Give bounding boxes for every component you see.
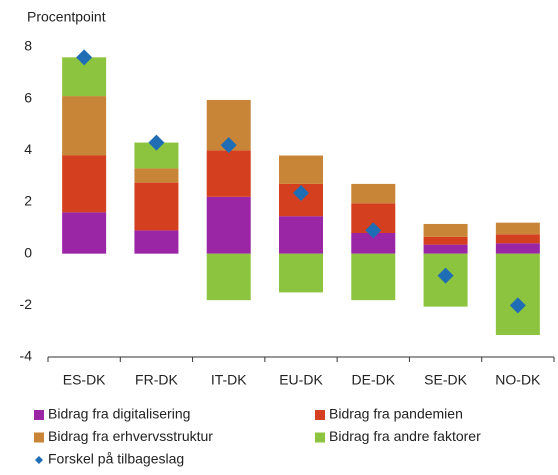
y-tick-label: 8 xyxy=(24,38,32,54)
x-tick-label: FR-DK xyxy=(135,372,178,388)
bar-segment xyxy=(279,216,323,254)
marker xyxy=(293,184,309,201)
bar-segment xyxy=(423,223,468,237)
bar-segment xyxy=(134,230,179,254)
y-tick-label: 4 xyxy=(24,141,32,157)
bar-segment xyxy=(351,233,396,254)
marker xyxy=(220,137,237,154)
bar-segment xyxy=(495,253,540,336)
marker xyxy=(148,134,165,151)
y-tick-label: -4 xyxy=(20,348,33,364)
bar-segment xyxy=(206,150,251,197)
marker xyxy=(76,49,93,66)
legend-label: Forskel på tilbageslag xyxy=(48,451,184,467)
marker xyxy=(365,222,382,239)
y-tick-label: 6 xyxy=(24,89,32,105)
x-tick-label: EU-DK xyxy=(279,372,323,388)
legend-swatch xyxy=(315,432,325,443)
legend-marker xyxy=(35,456,43,464)
y-tick-label: 2 xyxy=(24,193,32,209)
bar-segment xyxy=(423,244,468,254)
bar-segment xyxy=(279,253,323,293)
legend-swatch xyxy=(34,410,44,420)
legend-label: Bidrag fra erhvervsstruktur xyxy=(48,428,213,444)
legend-label: Bidrag fra digitalisering xyxy=(48,406,190,422)
bar-segment xyxy=(134,168,179,183)
legend-label: Bidrag fra andre faktorer xyxy=(329,428,481,444)
bar-segment xyxy=(495,234,540,244)
legend-label: Bidrag fra pandemien xyxy=(329,406,463,422)
x-tick-label: DE-DK xyxy=(352,372,396,388)
y-tick-label: 0 xyxy=(24,244,32,260)
bar-segment xyxy=(351,253,396,301)
bar-segment xyxy=(62,155,107,213)
y-tick-label: -2 xyxy=(20,296,33,312)
bar-segment xyxy=(62,96,107,156)
x-tick-label: IT-DK xyxy=(211,372,247,388)
bar-segment xyxy=(206,253,251,301)
marker xyxy=(509,297,526,314)
bar-segment xyxy=(423,236,468,245)
marker xyxy=(437,267,454,284)
x-tick-label: NO-DK xyxy=(495,372,541,388)
bar-segment xyxy=(495,222,540,235)
bar-segment xyxy=(62,212,107,254)
bar-segment xyxy=(351,183,396,204)
bar-segment xyxy=(206,196,251,254)
bar-segment xyxy=(495,243,540,254)
x-tick-label: ES-DK xyxy=(63,372,106,388)
x-tick-label: SE-DK xyxy=(424,372,467,388)
y-axis-label: Procentpoint xyxy=(27,9,106,25)
legend-swatch xyxy=(34,432,44,443)
legend-swatch xyxy=(315,410,325,420)
bar-segment xyxy=(134,182,179,231)
bar-segment xyxy=(279,155,323,184)
